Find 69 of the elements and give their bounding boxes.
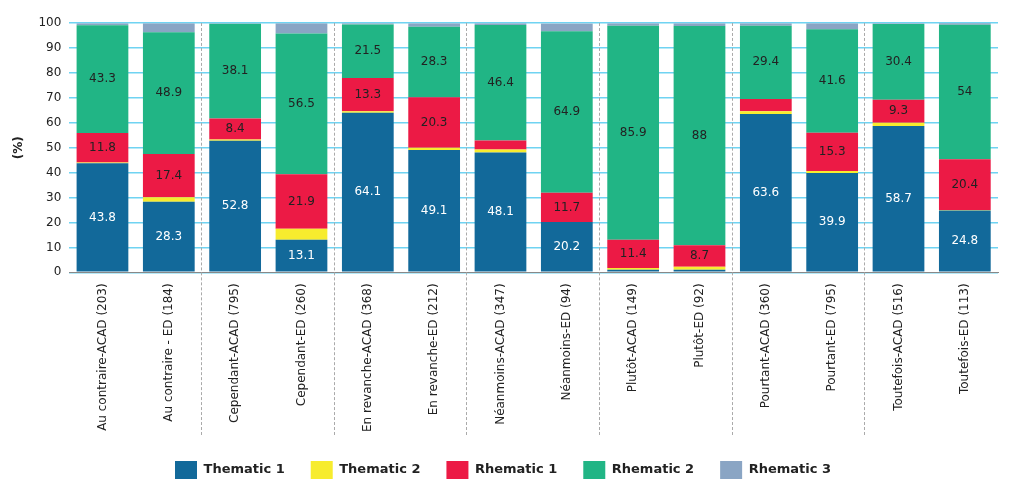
x-tick-label: Toutefois-ED (113) <box>956 283 971 396</box>
y-tick-label: 50 <box>46 139 62 154</box>
y-tick-label: 40 <box>46 164 62 179</box>
y-tick-label: 10 <box>46 239 62 254</box>
data-label: 8.4 <box>225 121 245 136</box>
y-tick-label: 70 <box>46 90 62 105</box>
data-label: 20.4 <box>951 176 979 191</box>
legend-label: Thematic 2 <box>339 461 421 477</box>
data-label: 38.1 <box>221 63 249 78</box>
y-tick-label: 60 <box>46 114 62 129</box>
data-label: 15.3 <box>818 144 846 158</box>
data-label: 41.6 <box>818 73 846 88</box>
data-label: 28.3 <box>155 228 183 243</box>
x-tick-label: Plutôt-ED (92) <box>691 283 706 368</box>
data-label: 17.4 <box>155 167 183 182</box>
x-tick-label: Néanmoins-ACAD (347) <box>492 283 507 425</box>
x-tick-label: Au contraire-ACAD (203) <box>94 283 109 431</box>
x-tick-label: Néanmoins-ED (94) <box>558 283 573 401</box>
data-label: 43.8 <box>89 209 116 224</box>
y-tick-label: 100 <box>38 15 62 30</box>
data-label: 13.3 <box>354 86 382 101</box>
data-label: 20.2 <box>553 238 581 253</box>
data-label: 11.7 <box>553 199 581 214</box>
data-label: 21.5 <box>354 43 382 58</box>
x-tick-label: Plutôt-ACAD (149) <box>625 283 640 393</box>
legend-label: Rhematic 1 <box>474 461 558 477</box>
data-label: 85.9 <box>619 124 647 139</box>
data-label: 21.9 <box>288 193 315 208</box>
data-label: 58.7 <box>885 190 912 205</box>
y-tick-label: 20 <box>46 214 62 229</box>
data-label: 48.9 <box>155 85 183 100</box>
data-label: 39.9 <box>818 214 846 229</box>
data-label: 54 <box>957 84 973 99</box>
x-tick-label: Cependant-ACAD (795) <box>227 283 242 423</box>
x-tick-label: Toutefois-ACAD (516) <box>890 283 905 412</box>
x-tick-label: En revanche-ACAD (368) <box>359 283 374 433</box>
data-label: 43.3 <box>89 71 116 86</box>
data-label: 56.5 <box>288 95 315 110</box>
legend-label: Rhematic 2 <box>611 461 695 477</box>
data-label: 48.1 <box>487 204 514 219</box>
data-label: 11.4 <box>619 246 647 261</box>
y-tick-label: 0 <box>53 264 62 279</box>
data-label: 63.6 <box>752 184 780 199</box>
data-label: 11.8 <box>89 139 116 154</box>
data-label: 9.3 <box>888 103 909 118</box>
data-label: 29.4 <box>752 54 780 69</box>
data-label: 64.1 <box>354 184 382 199</box>
data-label: 20.3 <box>420 114 448 129</box>
legend-label: Rhematic 3 <box>748 461 831 477</box>
data-label: 8.7 <box>689 248 710 263</box>
data-label: 13.1 <box>288 247 315 262</box>
y-tick-label: 80 <box>46 65 62 80</box>
x-tick-label: Pourtant-ACAD (360) <box>757 283 772 409</box>
x-tick-label: Au contraire - ED (184) <box>160 283 175 422</box>
data-label: 64.9 <box>553 104 581 119</box>
x-tick-label: Cependant-ED (260) <box>293 283 308 407</box>
data-label: 49.1 <box>420 202 448 217</box>
data-label: 88 <box>691 127 708 142</box>
legend-label: Thematic 1 <box>203 461 285 477</box>
data-label: 24.8 <box>951 233 979 248</box>
data-label: 30.4 <box>885 53 912 68</box>
data-label: 28.3 <box>420 54 448 69</box>
y-axis-title: (%) <box>11 136 26 160</box>
x-tick-label: Pourtant-ED (795) <box>824 283 839 392</box>
x-tick-label: En revanche-ED (212) <box>426 283 441 416</box>
data-label: 46.4 <box>487 74 514 89</box>
y-tick-label: 30 <box>46 189 62 204</box>
y-tick-label: 90 <box>46 40 62 55</box>
data-label: 52.8 <box>221 198 249 213</box>
